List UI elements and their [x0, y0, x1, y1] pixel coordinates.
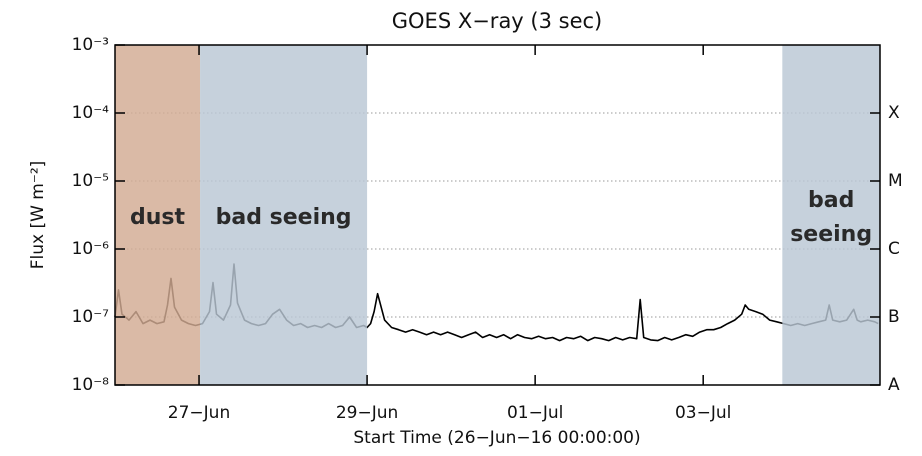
y2-tick-label: B	[888, 307, 900, 327]
region	[200, 45, 368, 385]
region	[782, 45, 880, 385]
y-tick-label: 10⁻⁷	[72, 307, 110, 327]
y-tick-label: 10⁻³	[72, 35, 109, 55]
region-label: seeing	[790, 222, 872, 247]
y2-tick-label: C	[888, 239, 900, 259]
y2-tick-label: M	[888, 171, 903, 191]
x-tick-label: 01−Jul	[507, 403, 563, 423]
x-axis-label: Start Time (26−Jun−16 00:00:00)	[353, 428, 640, 448]
y-tick-label: 10⁻⁸	[72, 375, 110, 395]
region-label: bad	[808, 188, 854, 213]
x-tick-label: 29−Jun	[336, 403, 398, 423]
region	[115, 45, 201, 385]
x-tick-label: 27−Jun	[168, 403, 230, 423]
region-label: bad seeing	[216, 205, 352, 230]
x-tick-label: 03−Jul	[675, 403, 731, 423]
y-axis-label: Flux [W m⁻²]	[28, 161, 48, 270]
y2-tick-label: A	[888, 375, 900, 395]
y-tick-label: 10⁻⁶	[72, 239, 110, 259]
y-tick-label: 10⁻⁴	[72, 103, 110, 123]
y2-tick-label: X	[888, 103, 900, 123]
plot-frame	[114, 44, 881, 386]
y-tick-label: 10⁻⁵	[72, 171, 109, 191]
region-label: dust	[130, 205, 186, 230]
chart-title: GOES X−ray (3 sec)	[392, 9, 603, 33]
